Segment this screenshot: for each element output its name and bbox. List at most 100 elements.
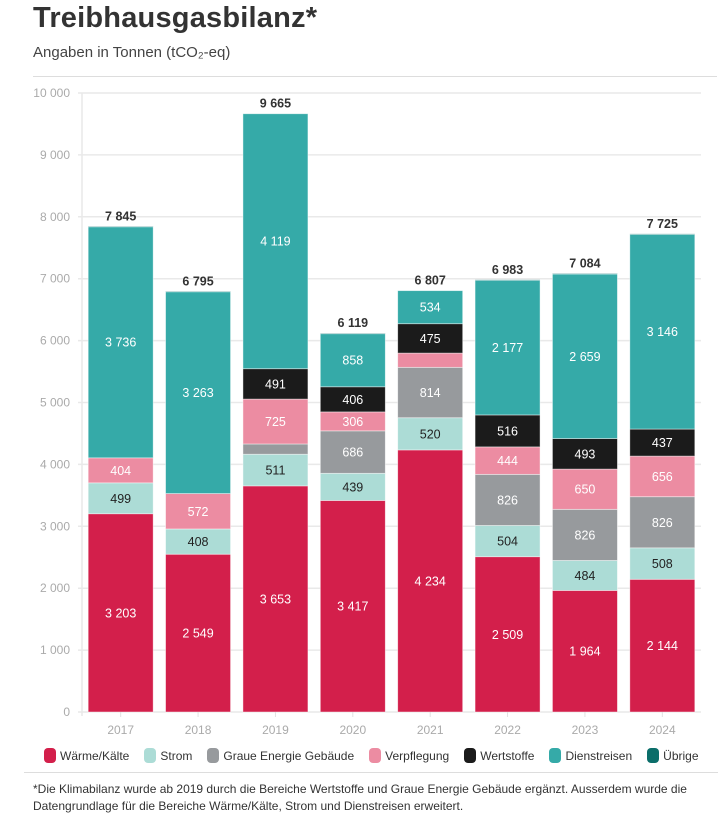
total-value-label: 6 983 — [492, 263, 523, 277]
segment-value-label: 826 — [575, 528, 596, 542]
segment-value-label: 493 — [575, 447, 596, 461]
bar-segment-wertstoffe — [552, 438, 618, 470]
x-tick-label: 2024 — [649, 723, 676, 737]
bar-segment-strom — [474, 525, 541, 558]
legend-item[interactable]: Verpflegung — [369, 748, 449, 763]
bar-segment-wertstoffe — [397, 323, 464, 354]
segment-value-label: 3 653 — [260, 592, 291, 606]
total-value-label: 7 725 — [647, 217, 678, 231]
bar-segment-übrige — [474, 279, 541, 281]
bar-segment-dienstreisen — [87, 226, 154, 459]
legend-swatch — [44, 748, 56, 763]
segment-value-label: 511 — [265, 464, 285, 478]
y-tick-label: 8 000 — [40, 210, 70, 224]
bars: 3 203 499 404 3 736 2 549 408 572 3 263 3 653 511… — [87, 113, 696, 713]
bar-segment-wärme-kälte — [242, 485, 309, 713]
bar-segment-dienstreisen — [242, 113, 309, 370]
bar-segment-graue-energie-gebäude — [474, 473, 541, 526]
segment-value-label: 534 — [420, 301, 441, 315]
bar-segment-strom — [552, 560, 618, 591]
segment-value-label: 3 263 — [182, 386, 213, 400]
legend-label: Wertstoffe — [480, 748, 535, 763]
bar-segment-wertstoffe — [242, 368, 309, 400]
bar-segment-verpflegung — [397, 352, 464, 368]
segment-value-label: 439 — [342, 480, 363, 494]
bar-segment-strom — [319, 472, 386, 501]
footnote: *Die Klimabilanz wurde ab 2019 durch die… — [33, 782, 687, 813]
segment-value-label: 520 — [420, 427, 441, 441]
legend-label: Strom — [160, 748, 193, 763]
legend-swatch — [647, 748, 660, 763]
total-value-label: 6 807 — [415, 274, 446, 288]
bar-segment-übrige — [319, 332, 386, 335]
bar-segment-dienstreisen — [397, 290, 464, 325]
segment-value-label: 858 — [342, 354, 363, 368]
bar-segment-strom — [165, 528, 231, 555]
total-value-label: 9 665 — [260, 97, 291, 111]
segment-value-label: 4 119 — [260, 235, 290, 249]
legend-item[interactable]: Dienstreisen — [549, 748, 632, 763]
x-tick-label: 2018 — [185, 723, 212, 737]
total-value-label: 6 795 — [182, 274, 213, 288]
legend-item[interactable]: Strom — [144, 748, 192, 763]
segment-value-label: 406 — [342, 393, 363, 407]
legend-swatch — [464, 748, 477, 763]
segment-value-label: 3 203 — [105, 606, 136, 620]
bar-segment-wärme-kälte — [87, 513, 154, 713]
legend-swatch — [549, 748, 562, 763]
segment-value-label: 4 234 — [415, 574, 446, 588]
x-tick-label: 2021 — [417, 723, 444, 737]
y-tick-label: 6 000 — [40, 334, 70, 348]
segment-value-label: 814 — [420, 386, 441, 400]
legend-swatch — [369, 748, 382, 763]
legend-label: Verpflegung — [385, 748, 450, 763]
x-axis-ticks: 2017 2018 2019 2020 2021 2022 2023 2024 — [107, 712, 676, 737]
header-divider — [33, 76, 717, 77]
x-tick-label: 2019 — [262, 723, 289, 737]
bar-segment-dienstreisen — [165, 291, 231, 494]
bar-segment-dienstreisen — [319, 333, 386, 388]
bar-stack-2020: 3 417 439 686 306 406 858 — [319, 332, 386, 713]
segment-value-label: 3 146 — [647, 325, 678, 339]
segment-value-label: 2 177 — [492, 341, 523, 355]
legend-item[interactable]: Graue Energie Gebäude — [207, 748, 354, 763]
total-labels: 7 845 6 795 9 665 6 119 6 807 6 983 7 084 7 725 — [105, 97, 678, 330]
y-tick-label: 7 000 — [40, 272, 70, 286]
bar-stack-2018: 2 549 408 572 3 263 — [165, 290, 231, 713]
bar-segment-dienstreisen — [474, 279, 541, 416]
legend-item[interactable]: Übrige — [647, 748, 699, 763]
bar-segment-dienstreisen — [552, 273, 618, 439]
x-tick-label: 2023 — [572, 723, 599, 737]
segment-value-label: 656 — [652, 470, 673, 484]
y-tick-label: 0 — [63, 705, 70, 719]
bar-segment-strom — [397, 417, 464, 451]
legend-item[interactable]: Wertstoffe — [464, 748, 534, 763]
segment-value-label: 408 — [188, 535, 209, 549]
legend: Wärme/Kälte Strom Graue Energie Gebäude Ver… — [44, 748, 714, 763]
segment-value-label: 475 — [420, 332, 441, 346]
chart-title: Treibhausgasbilanz* — [33, 2, 318, 34]
legend-item[interactable]: Wärme/Kälte — [44, 748, 129, 763]
segment-value-label: 826 — [497, 493, 518, 507]
segment-value-label: 2 509 — [492, 628, 523, 642]
segment-value-label: 572 — [188, 505, 209, 519]
bar-stack-2024: 2 144 508 826 656 437 3 146 — [629, 233, 696, 713]
y-tick-label: 2 000 — [40, 581, 70, 595]
x-tick-label: 2022 — [494, 723, 521, 737]
bar-segment-wärme-kälte — [397, 449, 464, 713]
bar-segment-graue-energie-gebäude — [629, 496, 696, 549]
legend-label: Graue Energie Gebäude — [223, 748, 355, 763]
segment-value-label: 2 549 — [182, 627, 213, 641]
y-tick-label: 3 000 — [40, 519, 70, 533]
stacked-bar-chart: 0 1 000 2 000 3 000 4 000 5 000 6 000 7 000 8 00… — [33, 86, 701, 737]
segment-value-label: 444 — [497, 454, 518, 468]
bar-stack-2021: 4 234 520 814 475 534 — [397, 290, 464, 713]
chart-subtitle: Angaben in Tonnen (tCO₂-eq) — [33, 44, 231, 61]
legend-swatch — [207, 748, 220, 763]
bar-segment-übrige — [165, 290, 231, 293]
segment-value-label: 491 — [265, 377, 286, 391]
bar-segment-übrige — [87, 225, 154, 228]
x-tick-label: 2020 — [339, 723, 366, 737]
bar-segment-graue-energie-gebäude — [552, 508, 618, 561]
y-tick-label: 4 000 — [40, 457, 70, 471]
